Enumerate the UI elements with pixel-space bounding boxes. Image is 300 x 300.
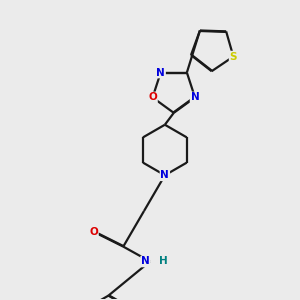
Text: O: O (89, 227, 98, 237)
Text: O: O (148, 92, 157, 102)
Text: N: N (160, 170, 169, 180)
Text: N: N (190, 92, 200, 102)
Text: N: N (156, 68, 165, 77)
Text: S: S (230, 52, 237, 61)
Text: H: H (159, 256, 168, 266)
Text: N: N (141, 256, 150, 266)
